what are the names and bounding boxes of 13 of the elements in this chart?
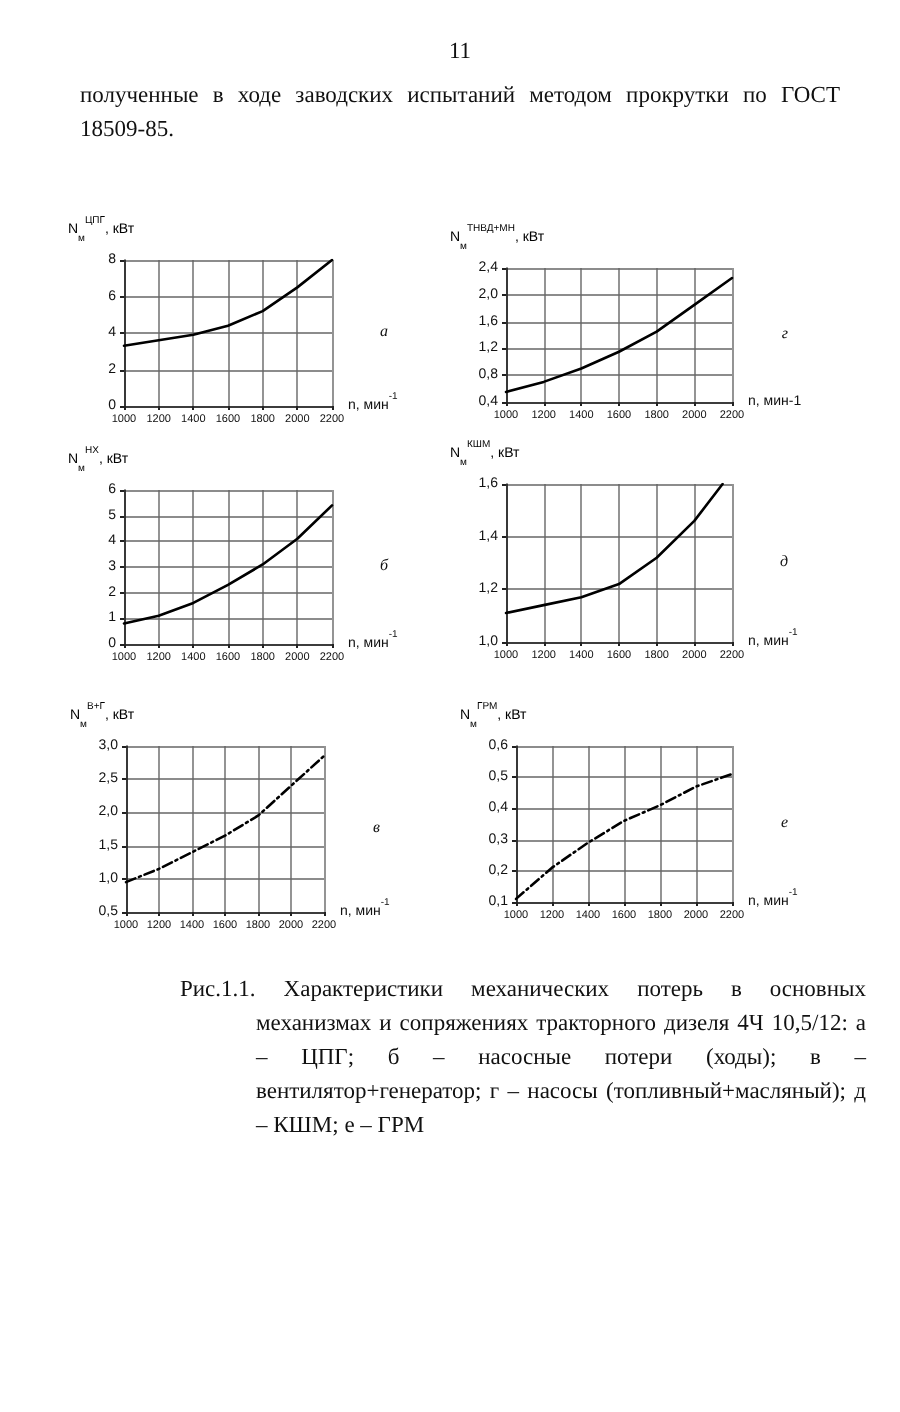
text: Рис.1.1. Характеристики механических потерь в основных механизмах и сопряжениях тракторного дизеля 4Ч 10,5/12: а – ЦПГ; б – насосные потери (ходы); в – вентилятор+генератор; г – насосы (топливный+масляный); д – КШМ; е – ГРМ: [180, 976, 866, 1142]
text: в: [373, 818, 382, 836]
line-series: [504, 276, 734, 394]
text: г: [781, 324, 789, 342]
text: б: [379, 556, 390, 574]
line-series: [504, 482, 724, 615]
text: а: [380, 322, 388, 340]
line-series: [122, 504, 334, 625]
text: д: [779, 552, 788, 570]
text: 11: [446, 38, 474, 68]
text: е: [780, 813, 789, 831]
line-series: [124, 754, 326, 884]
text: полученные в ходе заводских испытаний методом прокрутки по ГОСТ 18509-85.: [80, 82, 840, 146]
